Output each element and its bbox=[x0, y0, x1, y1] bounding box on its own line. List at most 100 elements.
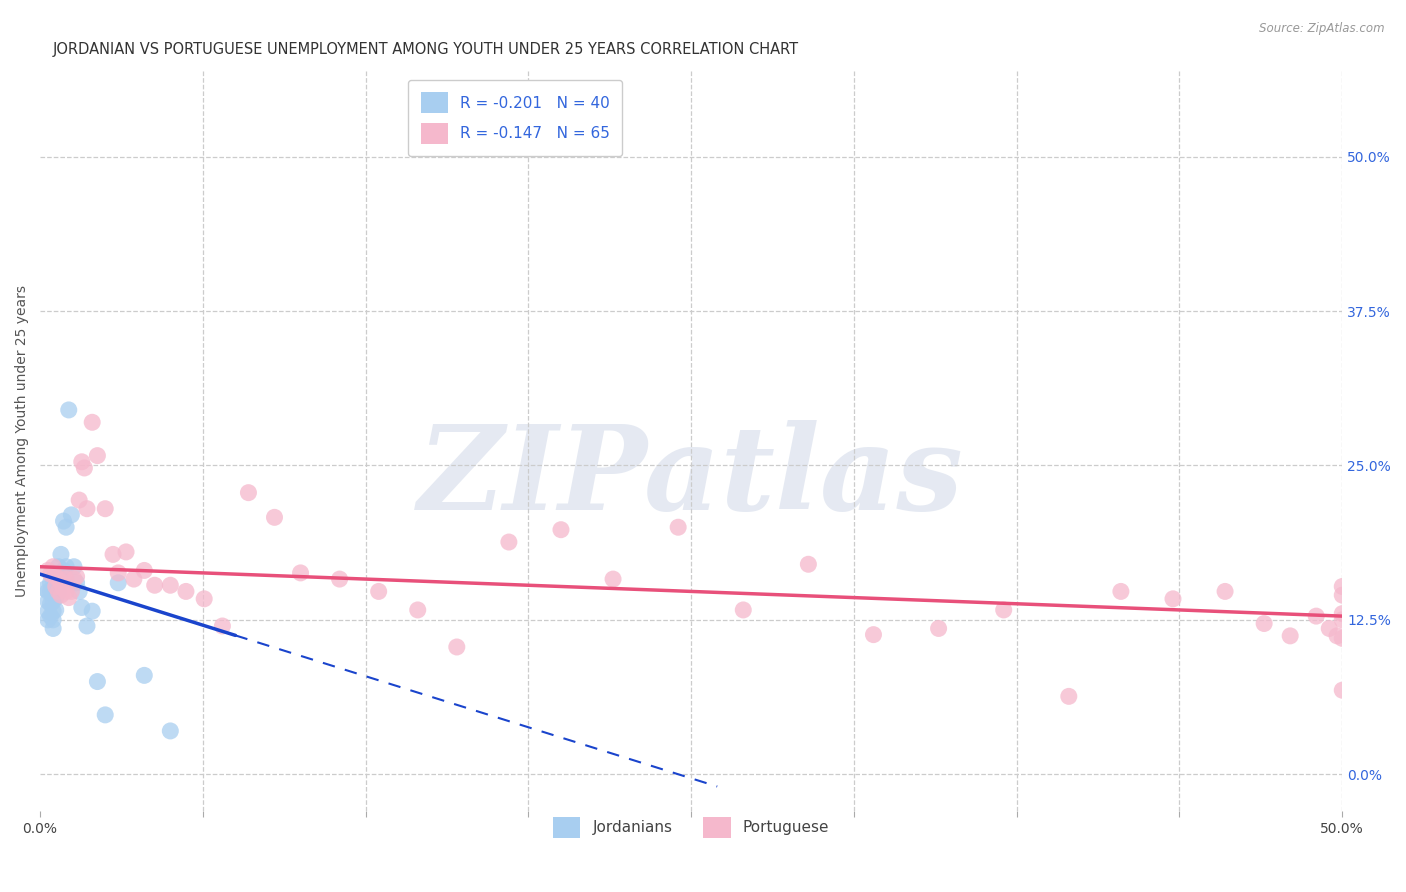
Point bbox=[45, 603, 67, 617]
Point bbox=[101, 548, 124, 562]
Point bbox=[498, 535, 520, 549]
Point bbox=[367, 584, 389, 599]
Point bbox=[45, 578, 67, 592]
Text: Source: ZipAtlas.com: Source: ZipAtlas.com bbox=[1260, 22, 1385, 36]
Point bbox=[34, 582, 56, 596]
Point bbox=[134, 668, 156, 682]
Point bbox=[1331, 613, 1354, 627]
Point bbox=[49, 572, 72, 586]
Point bbox=[63, 559, 86, 574]
Point bbox=[94, 707, 117, 722]
Point bbox=[107, 575, 129, 590]
Point bbox=[1331, 632, 1354, 646]
Point bbox=[39, 567, 62, 582]
Point bbox=[73, 461, 96, 475]
Point bbox=[86, 674, 108, 689]
Point bbox=[65, 575, 87, 590]
Point bbox=[49, 575, 72, 590]
Point bbox=[1331, 579, 1354, 593]
Point bbox=[45, 591, 67, 605]
Point bbox=[60, 584, 83, 599]
Point bbox=[602, 572, 624, 586]
Point bbox=[928, 622, 950, 636]
Point bbox=[42, 594, 65, 608]
Point bbox=[52, 567, 75, 582]
Point bbox=[42, 582, 65, 596]
Point bbox=[550, 523, 572, 537]
Y-axis label: Unemployment Among Youth under 25 years: Unemployment Among Youth under 25 years bbox=[15, 285, 30, 597]
Point bbox=[666, 520, 689, 534]
Point bbox=[1057, 690, 1080, 704]
Point bbox=[55, 520, 77, 534]
Point bbox=[94, 501, 117, 516]
Point bbox=[46, 559, 69, 574]
Point bbox=[238, 485, 260, 500]
Point bbox=[55, 559, 77, 574]
Point bbox=[211, 619, 233, 633]
Point bbox=[52, 514, 75, 528]
Point bbox=[39, 584, 62, 599]
Point bbox=[406, 603, 429, 617]
Point bbox=[39, 597, 62, 611]
Point bbox=[65, 569, 87, 583]
Point bbox=[174, 584, 197, 599]
Point bbox=[55, 584, 77, 599]
Point bbox=[1279, 629, 1302, 643]
Point bbox=[42, 613, 65, 627]
Point bbox=[46, 584, 69, 599]
Point bbox=[115, 545, 138, 559]
Point bbox=[134, 564, 156, 578]
Point bbox=[39, 575, 62, 590]
Point bbox=[39, 609, 62, 624]
Point bbox=[46, 572, 69, 586]
Point bbox=[70, 600, 93, 615]
Point bbox=[42, 604, 65, 618]
Point bbox=[37, 604, 59, 618]
Point bbox=[70, 455, 93, 469]
Point bbox=[1213, 584, 1236, 599]
Point bbox=[1331, 588, 1354, 602]
Point bbox=[42, 622, 65, 636]
Point bbox=[1253, 616, 1275, 631]
Point bbox=[263, 510, 285, 524]
Point bbox=[1305, 609, 1327, 624]
Point bbox=[49, 548, 72, 562]
Point bbox=[1331, 683, 1354, 698]
Point bbox=[37, 564, 59, 578]
Point bbox=[60, 508, 83, 522]
Text: ZIPatlas: ZIPatlas bbox=[419, 420, 965, 535]
Point bbox=[52, 582, 75, 596]
Point bbox=[76, 619, 98, 633]
Point bbox=[42, 559, 65, 574]
Point bbox=[1326, 629, 1348, 643]
Point bbox=[42, 572, 65, 586]
Point bbox=[63, 572, 86, 586]
Point bbox=[446, 640, 468, 654]
Point bbox=[76, 501, 98, 516]
Point bbox=[1331, 607, 1354, 621]
Point bbox=[49, 588, 72, 602]
Point bbox=[86, 449, 108, 463]
Point bbox=[993, 603, 1015, 617]
Point bbox=[1317, 622, 1340, 636]
Point bbox=[797, 558, 820, 572]
Point bbox=[107, 566, 129, 580]
Point bbox=[37, 594, 59, 608]
Point bbox=[82, 415, 104, 429]
Point bbox=[290, 566, 312, 580]
Point bbox=[122, 572, 145, 586]
Point bbox=[52, 564, 75, 578]
Point bbox=[82, 604, 104, 618]
Point bbox=[733, 603, 755, 617]
Point bbox=[862, 627, 884, 641]
Point bbox=[143, 578, 166, 592]
Text: JORDANIAN VS PORTUGUESE UNEMPLOYMENT AMONG YOUTH UNDER 25 YEARS CORRELATION CHAR: JORDANIAN VS PORTUGUESE UNEMPLOYMENT AMO… bbox=[53, 42, 799, 57]
Legend: Jordanians, Portuguese: Jordanians, Portuguese bbox=[547, 811, 835, 845]
Point bbox=[37, 584, 59, 599]
Point bbox=[67, 584, 90, 599]
Point bbox=[58, 403, 80, 417]
Point bbox=[329, 572, 352, 586]
Point bbox=[55, 572, 77, 586]
Point bbox=[1161, 591, 1184, 606]
Point bbox=[37, 613, 59, 627]
